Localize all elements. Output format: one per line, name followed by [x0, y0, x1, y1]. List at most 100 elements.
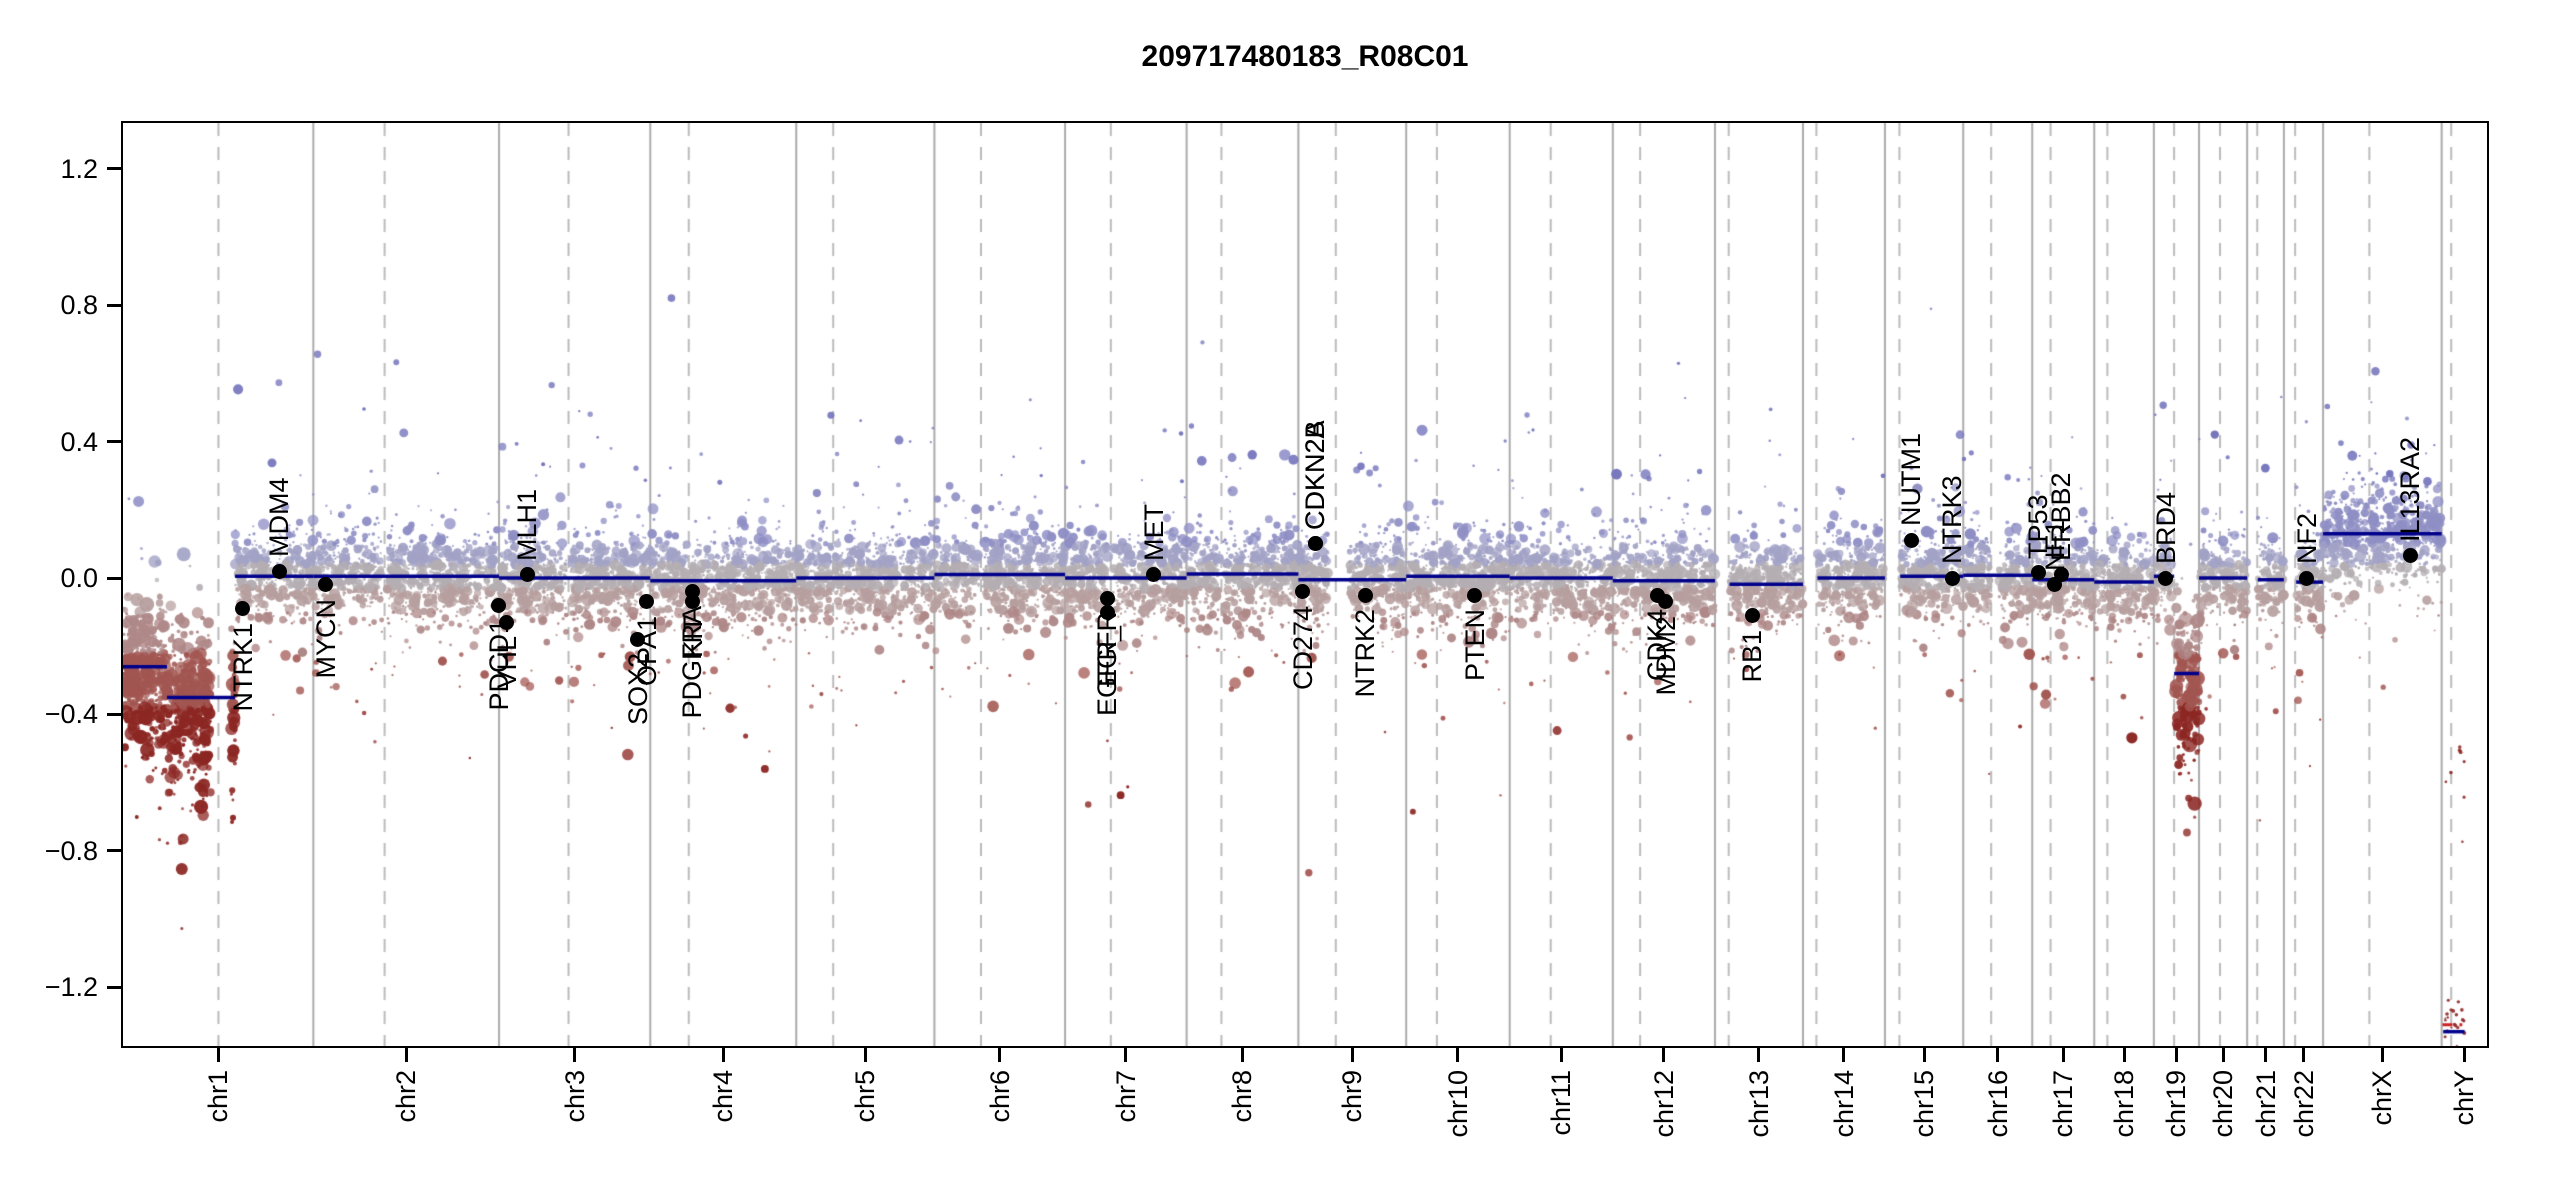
gene-marker-MDM2: [1658, 594, 1674, 610]
x-axis-label-chr19: chr19: [2161, 1070, 2192, 1138]
x-axis-tick: [1456, 1046, 1460, 1062]
x-axis-tick: [1350, 1046, 1354, 1062]
x-axis-tick: [721, 1046, 725, 1062]
x-axis-tick: [1996, 1046, 2000, 1062]
y-axis-tick-label: 0.4: [60, 426, 98, 457]
y-axis-tick-label: 0.8: [60, 290, 98, 321]
x-axis-tick: [216, 1046, 220, 1062]
x-axis-label-chr4: chr4: [708, 1070, 739, 1123]
x-axis-tick: [1559, 1046, 1563, 1062]
gene-label-MLH1: MLH1: [512, 488, 543, 561]
x-axis-label-chr12: chr12: [1648, 1070, 1679, 1138]
y-axis-tick-label: −0.8: [44, 835, 98, 866]
gene-label-MDM2: MDM2: [1650, 615, 1681, 696]
gene-label-KIT: KIT: [677, 615, 708, 658]
x-axis-label-chr18: chr18: [2109, 1070, 2140, 1138]
y-axis-tick: [107, 167, 123, 171]
gene-marker-VHL: [499, 614, 515, 630]
gene-marker-RB1: [1744, 608, 1760, 624]
y-axis-tick: [107, 576, 123, 580]
x-axis-label-chr16: chr16: [1982, 1070, 2013, 1138]
gene-label-IL13RA2: IL13RA2: [2395, 436, 2426, 542]
gene-marker-NTRK2: [1357, 587, 1373, 603]
y-axis-tick-label: −0.4: [44, 699, 98, 730]
gene-marker-EGFR_: [1099, 604, 1115, 620]
gene-label-RB1: RB1: [1737, 629, 1768, 683]
y-axis-tick-label: 0.0: [60, 563, 98, 594]
x-axis-label-chr13: chr13: [1743, 1070, 1774, 1138]
gene-marker-IL13RA2: [2402, 548, 2418, 564]
gene-marker-MLH1: [519, 567, 535, 583]
x-axis-label-chr15: chr15: [1909, 1070, 1940, 1138]
plot-title: 209717480183_R08C01: [1141, 40, 1469, 73]
gene-marker-MYCN: [318, 577, 334, 593]
gene-marker-MET: [1146, 567, 1162, 583]
x-axis-label-chr17: chr17: [2048, 1070, 2079, 1138]
x-axis-label-chr2: chr2: [391, 1070, 422, 1123]
x-axis-tick: [2174, 1046, 2178, 1062]
x-axis-tick: [1757, 1046, 1761, 1062]
gene-label-ERBB2: ERBB2: [2046, 472, 2077, 561]
x-axis-tick: [2302, 1046, 2305, 1062]
x-axis-label-chrX: chrX: [2367, 1070, 2398, 1126]
x-axis-label-chr1: chr1: [203, 1070, 234, 1123]
y-axis-tick: [107, 712, 123, 716]
x-axis-label-chr6: chr6: [984, 1070, 1015, 1123]
x-axis-label-chr21: chr21: [2250, 1070, 2281, 1138]
x-axis-tick: [1842, 1046, 1846, 1062]
y-axis-tick: [107, 985, 123, 989]
plot-border: [121, 121, 2489, 1048]
x-axis-label-chr5: chr5: [850, 1070, 881, 1123]
gene-label-NUTM1: NUTM1: [1896, 433, 1927, 527]
gene-marker-NTRK1: [235, 601, 251, 617]
y-axis-tick-label: 1.2: [60, 153, 98, 184]
x-axis-label-chr11: chr11: [1546, 1070, 1577, 1136]
x-axis-label-chr14: chr14: [1828, 1070, 1859, 1138]
x-axis-tick: [2122, 1046, 2126, 1062]
x-axis-label-chr9: chr9: [1337, 1070, 1368, 1123]
x-axis-label-chr10: chr10: [1442, 1070, 1473, 1138]
x-axis-label-chr8: chr8: [1227, 1070, 1258, 1123]
gene-marker-EGFR: [1099, 590, 1115, 606]
gene-label-MET: MET: [1138, 503, 1169, 561]
gene-label-NTRK2: NTRK2: [1350, 609, 1381, 698]
gene-marker-CD274: [1295, 584, 1311, 600]
gene-label-BRD4: BRD4: [2150, 491, 2181, 565]
gene-label-PTEN: PTEN: [1459, 609, 1490, 682]
gene-label-OPA1: OPA1: [631, 615, 662, 686]
x-axis-tick: [1662, 1046, 1666, 1062]
x-axis-tick: [2061, 1046, 2065, 1062]
gene-label-MDM4: MDM4: [264, 477, 295, 558]
gene-marker-CDKN2B: [1307, 536, 1323, 552]
gene-marker-MDM4: [271, 563, 287, 579]
gene-label-NTRK1: NTRK1: [227, 622, 258, 712]
gene-marker-BRD4: [2158, 570, 2174, 586]
gene-label-EGFR_: EGFR_: [1092, 626, 1123, 717]
gene-marker-PDCD1: [491, 597, 507, 613]
gene-label-MYCN: MYCN: [310, 598, 341, 679]
y-axis-tick: [107, 849, 123, 853]
y-axis-tick: [107, 303, 123, 307]
gene-marker-OPA1: [639, 594, 655, 610]
x-axis-tick: [1240, 1046, 1244, 1062]
x-axis-tick: [404, 1046, 408, 1062]
x-axis-label-chr3: chr3: [559, 1070, 590, 1123]
gene-marker-NTRK3: [1944, 570, 1960, 586]
x-axis-tick: [1124, 1046, 1128, 1062]
gene-marker-TP53: [2030, 565, 2046, 581]
gene-marker-KIT: [685, 594, 701, 610]
x-axis-label-chrY: chrY: [2449, 1070, 2480, 1126]
x-axis-tick: [2221, 1046, 2225, 1062]
y-axis-tick: [107, 440, 123, 444]
x-axis-tick: [2462, 1046, 2466, 1062]
x-axis-label-chr22: chr22: [2288, 1070, 2319, 1138]
x-axis-label-chr7: chr7: [1110, 1070, 1141, 1123]
x-axis-tick: [2264, 1046, 2268, 1062]
gene-label-NTRK3: NTRK3: [1937, 475, 1968, 565]
gene-marker-ERBB2: [2053, 567, 2069, 583]
gene-label-VHL: VHL: [491, 636, 522, 689]
gene-label-CD274: CD274: [1287, 605, 1318, 690]
gene-label-CDKN2B: CDKN2B: [1300, 420, 1331, 530]
x-axis-tick: [1922, 1046, 1926, 1062]
